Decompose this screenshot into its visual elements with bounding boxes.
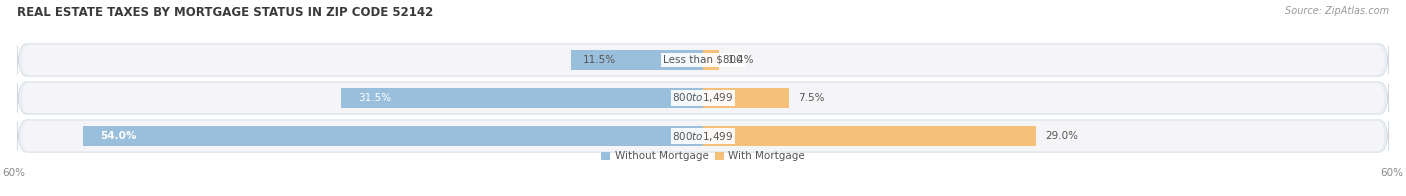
Text: $800 to $1,499: $800 to $1,499: [672, 92, 734, 104]
Bar: [703, 88, 789, 108]
FancyBboxPatch shape: [21, 45, 1385, 75]
Bar: [83, 126, 703, 146]
Text: 31.5%: 31.5%: [359, 93, 392, 103]
Bar: [703, 50, 718, 70]
Text: 1.4%: 1.4%: [728, 55, 755, 65]
FancyBboxPatch shape: [17, 82, 1389, 114]
Text: REAL ESTATE TAXES BY MORTGAGE STATUS IN ZIP CODE 52142: REAL ESTATE TAXES BY MORTGAGE STATUS IN …: [17, 6, 433, 19]
FancyBboxPatch shape: [21, 83, 1385, 113]
Bar: [342, 88, 703, 108]
Text: Source: ZipAtlas.com: Source: ZipAtlas.com: [1285, 6, 1389, 16]
Text: 7.5%: 7.5%: [799, 93, 825, 103]
Text: $800 to $1,499: $800 to $1,499: [672, 130, 734, 142]
Text: 11.5%: 11.5%: [582, 55, 616, 65]
Bar: [703, 126, 1036, 146]
Bar: [571, 50, 703, 70]
FancyBboxPatch shape: [21, 121, 1385, 151]
FancyBboxPatch shape: [17, 120, 1389, 152]
Text: 54.0%: 54.0%: [100, 131, 136, 141]
Legend: Without Mortgage, With Mortgage: Without Mortgage, With Mortgage: [598, 147, 808, 166]
Text: Less than $800: Less than $800: [664, 55, 742, 65]
Text: 29.0%: 29.0%: [1045, 131, 1078, 141]
FancyBboxPatch shape: [17, 44, 1389, 76]
